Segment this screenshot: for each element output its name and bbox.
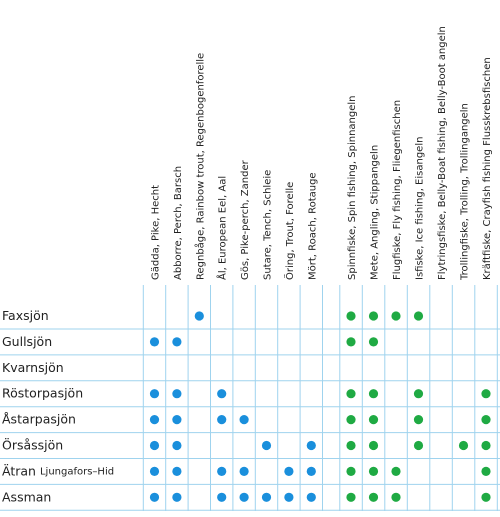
fish-dot: [172, 415, 182, 425]
fish-dot: [149, 337, 160, 347]
method-dot: [391, 492, 401, 502]
method-dot: [368, 389, 379, 399]
column-header: Trollingfiske, Trolling, Trollingangeln: [460, 103, 471, 281]
column-header: Flugfiske, Fly fishing, Fliegenfischen: [392, 100, 403, 280]
fish-dot: [306, 466, 316, 476]
method-dot: [368, 492, 379, 502]
lake-name: Åstarpasjön: [2, 411, 76, 426]
column-header: Abborre, Perch, Barsch: [173, 166, 184, 280]
method-dot: [346, 337, 356, 347]
fish-dot: [172, 440, 182, 451]
row-label: Gullsjön: [2, 333, 52, 348]
column-header: Spinnfiske, Spin fishing, Spinnangeln: [347, 96, 358, 281]
fish-dot: [172, 389, 182, 399]
column-header: Mört, Roach, Rotauge: [307, 172, 318, 280]
fish-dot: [306, 440, 316, 451]
lake-name: Röstorpasjön: [2, 385, 83, 400]
method-dot: [481, 440, 491, 451]
row-label: Ätran Ljungafors–Hid: [2, 463, 114, 478]
method-dot: [481, 492, 491, 502]
method-dot: [346, 415, 356, 425]
column-header: Regnbåge, Rainbow trout, Regenbogenforel…: [193, 53, 206, 280]
lake-name: Ätran: [2, 463, 36, 478]
lake-name: Örsåssjön: [2, 436, 63, 452]
column-header: Kräftfiske, Crayfish fishing Flusskrebsf…: [482, 57, 493, 280]
column-header: Mete, Angling, Stippangeln: [370, 145, 381, 280]
method-dot: [368, 415, 379, 425]
row-label: Örsåssjön: [2, 436, 63, 452]
method-dot: [458, 440, 469, 451]
method-dot: [368, 311, 379, 321]
column-header: Gös, Pike-perch, Zander: [240, 159, 251, 280]
row-label: Åstarpasjön: [2, 411, 76, 426]
method-dot: [413, 389, 424, 399]
fish-dot: [149, 440, 160, 451]
fish-dot: [239, 415, 249, 425]
column-header: Öring, Trout, Forelle: [283, 182, 296, 280]
method-dot: [413, 415, 424, 425]
column-header: Isfiske, Ice fishing, Eisangeln: [415, 137, 426, 280]
method-dot: [413, 311, 424, 321]
fish-dot: [261, 492, 272, 502]
fish-dot: [217, 389, 227, 399]
method-dot: [368, 466, 379, 476]
method-dot: [346, 440, 356, 451]
row-label: Röstorpasjön: [2, 385, 83, 400]
fish-dot: [217, 492, 227, 502]
method-dot: [346, 492, 356, 502]
method-dot: [346, 389, 356, 399]
fish-dot: [172, 337, 182, 347]
lake-subname: Ljungafors–Hid: [40, 466, 114, 477]
method-dot: [391, 466, 401, 476]
method-dot: [346, 311, 356, 321]
row-label: Kvarnsjön: [2, 359, 64, 374]
fish-dot: [194, 311, 204, 321]
fish-dot: [172, 492, 182, 502]
fish-dot: [217, 466, 227, 476]
row-label: Faxsjön: [2, 308, 49, 323]
fish-dot: [239, 492, 249, 502]
column-header: Sutare, Tench, Schleie: [263, 170, 274, 280]
fish-dot: [217, 415, 227, 425]
fish-dot: [284, 466, 294, 476]
fish-dot: [239, 466, 249, 476]
method-dot: [391, 311, 401, 321]
method-dot: [481, 466, 491, 476]
fish-dot: [149, 492, 160, 502]
fish-dot: [149, 415, 160, 425]
fish-dot: [261, 440, 272, 451]
lake-name: Faxsjön: [2, 308, 49, 323]
row-label: Assman: [2, 489, 51, 504]
lake-name: Kvarnsjön: [2, 359, 64, 374]
fish-dot: [172, 466, 182, 476]
column-header: Ål, European Eel, Aal: [216, 176, 229, 280]
method-dot: [368, 337, 379, 347]
lake-name: Gullsjön: [2, 333, 52, 348]
method-dot: [346, 466, 356, 476]
column-header: Flytringsfiske, Belly-Boat fishing, Bell…: [437, 26, 448, 280]
fish-dot: [149, 389, 160, 399]
method-dot: [413, 440, 424, 451]
method-dot: [481, 389, 491, 399]
column-header: Gädda, Pike, Hecht: [151, 185, 162, 280]
fish-dot: [306, 492, 316, 502]
method-dot: [368, 440, 379, 451]
method-dot: [481, 415, 491, 425]
fish-dot: [284, 492, 294, 502]
fish-dot: [149, 466, 160, 476]
lake-name: Assman: [2, 489, 51, 504]
